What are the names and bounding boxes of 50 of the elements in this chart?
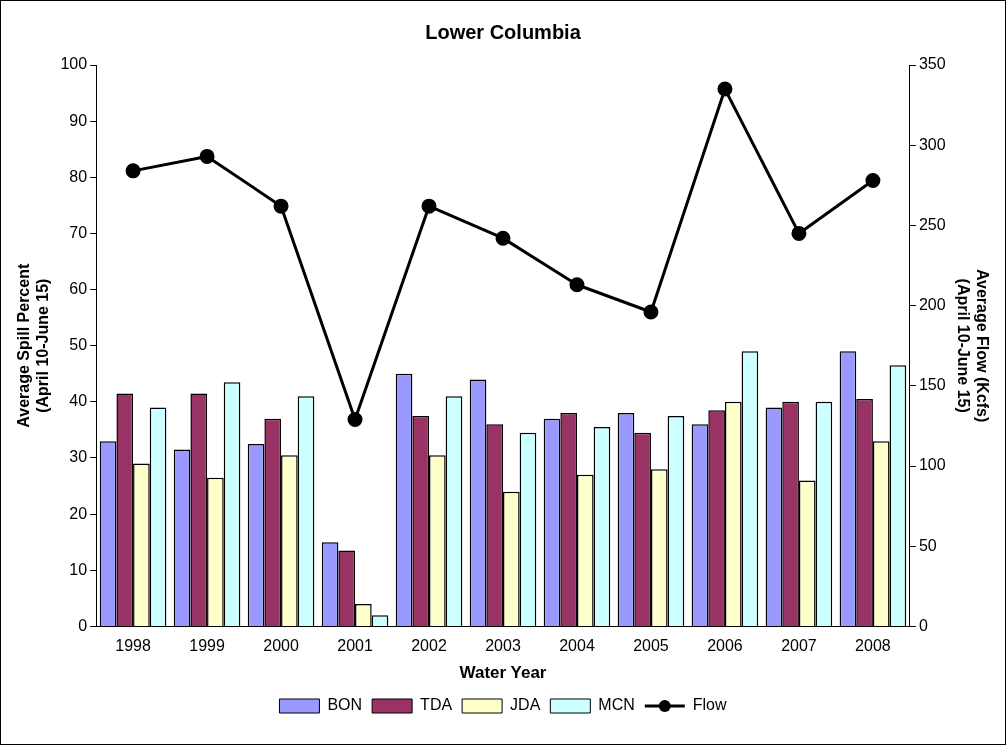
y2-tick-label: 150: [918, 376, 946, 394]
x-tick-label: 1998: [115, 637, 151, 655]
y-tick-label: 60: [69, 279, 88, 297]
y-tick-label: 70: [69, 223, 88, 241]
y2-tick-label: 200: [918, 296, 946, 314]
y-tick-label: 50: [69, 336, 88, 354]
y-tick-label: 80: [69, 167, 88, 185]
y2-tick-label: 350: [918, 55, 946, 73]
y-tick-label: 30: [69, 448, 88, 466]
legend-label: MCN: [598, 696, 635, 714]
point: [717, 81, 733, 97]
x-tick-label: 2008: [855, 637, 891, 655]
x-tick-label: 2003: [485, 637, 521, 655]
point: [865, 172, 881, 188]
x-tick-label: 2002: [411, 637, 447, 655]
y2-tick-label: 300: [918, 135, 946, 153]
y2-tick-label: 100: [918, 456, 946, 474]
x-tick-label: 2000: [263, 637, 299, 655]
y2-tick-label: 50: [918, 536, 937, 554]
x-axis-title: Water Year: [459, 663, 547, 683]
legend-label: TDA: [420, 696, 453, 714]
x-tick-label: 2004: [559, 637, 595, 655]
y-axis-title: Average Spill Percent (April 10-June 15): [15, 263, 52, 428]
point: [495, 230, 511, 246]
point: [791, 225, 807, 241]
y2-tick-label: 250: [918, 215, 946, 233]
point: [199, 148, 215, 164]
y-tick-label: 20: [69, 504, 88, 522]
y-tick-label: 40: [69, 392, 88, 410]
y2-axis-title: Average Flow (Kcfs) (April 10-June 15): [954, 269, 991, 423]
x-tick-label: 2007: [781, 637, 817, 655]
legend-label: JDA: [510, 696, 541, 714]
x-tick-label: 2005: [633, 637, 669, 655]
y-tick-label: 90: [69, 111, 88, 129]
y-tick-label: 100: [60, 55, 88, 73]
y-tick-label: 0: [78, 616, 88, 634]
x-tick-label: 1999: [189, 637, 225, 655]
point: [569, 277, 585, 293]
point: [125, 163, 141, 179]
legend-label: Flow: [692, 696, 727, 714]
point: [347, 411, 363, 427]
y2-tick-label: 0: [918, 616, 928, 634]
x-tick-label: 2001: [337, 637, 373, 655]
y-tick-label: 10: [69, 560, 88, 578]
chart-title: Lower Columbia: [425, 20, 582, 43]
point: [643, 304, 659, 320]
point: [273, 198, 289, 214]
legend-label: BON: [327, 696, 363, 714]
point: [421, 198, 437, 214]
x-tick-label: 2006: [707, 637, 743, 655]
